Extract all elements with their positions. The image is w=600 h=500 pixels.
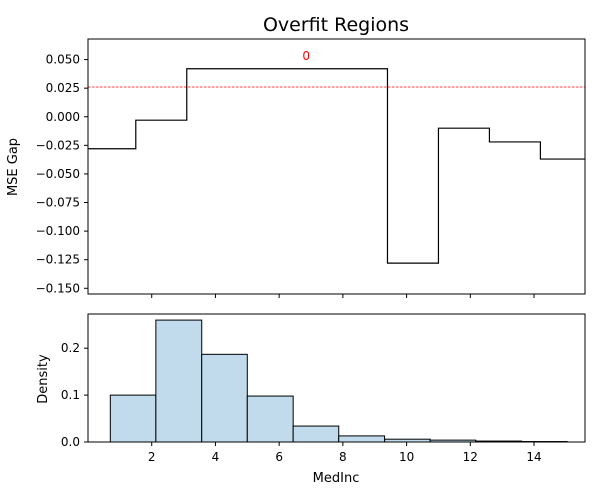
bottom-axes-frame [87, 313, 586, 443]
y-tick-label: −0.100 [36, 224, 80, 238]
y-tick-label: 0.2 [61, 341, 80, 355]
histogram-bar [338, 435, 386, 443]
histogram-bar [246, 395, 294, 443]
y-tick-label: −0.125 [36, 253, 80, 267]
top-plot-area: 0 [88, 49, 585, 264]
x-tick-label: 4 [212, 450, 220, 464]
x-tick-label: 10 [399, 450, 414, 464]
y-tick-label: −0.075 [36, 196, 80, 210]
y-tick-label: 0.0 [61, 435, 80, 449]
chart-title: Overfit Regions [263, 14, 409, 36]
x-tick-label: 14 [526, 450, 541, 464]
x-tick-label: 12 [463, 450, 478, 464]
y-tick-label: 0.050 [46, 53, 80, 67]
x-tick-label: 6 [275, 450, 283, 464]
y-tick-label: −0.050 [36, 167, 80, 181]
top-panel: Overfit Regions MSE Gap −0.150−0.125−0.1… [6, 14, 586, 298]
x-tick-label: 8 [339, 450, 347, 464]
histogram-bar [292, 425, 340, 443]
bottom-panel: Density MedInc 0.0 0.1 0.2 2 4 6 8 10 12 14 [36, 313, 586, 486]
y-axis-label-mse-gap: MSE Gap [6, 138, 21, 196]
x-axis-label-medinc: MedInc [313, 471, 360, 486]
y-tick-label: 0.025 [46, 81, 80, 95]
bottom-axis-ticks: 0.0 0.1 0.2 2 4 6 8 10 12 14 [61, 341, 542, 464]
top-axis-ticks: −0.150 −0.125 −0.100 −0.075 −0.050 −0.025 0.00… [36, 53, 535, 298]
y-axis-label-density: Density [36, 354, 51, 404]
y-tick-label: 0.000 [46, 110, 80, 124]
y-tick-label: 0.1 [61, 388, 80, 402]
histogram-bar [109, 394, 157, 443]
histogram-bars [109, 319, 568, 443]
top-axes-frame [87, 38, 586, 295]
x-tick-label: 2 [148, 450, 156, 464]
histogram-bar [155, 319, 203, 443]
mse-gap-step-line [88, 68, 585, 264]
region-annotation: 0 [302, 49, 310, 63]
y-tick-label: −0.025 [36, 138, 80, 152]
histogram-bar [201, 353, 248, 443]
y-tick-label: −0.150 [36, 281, 80, 295]
